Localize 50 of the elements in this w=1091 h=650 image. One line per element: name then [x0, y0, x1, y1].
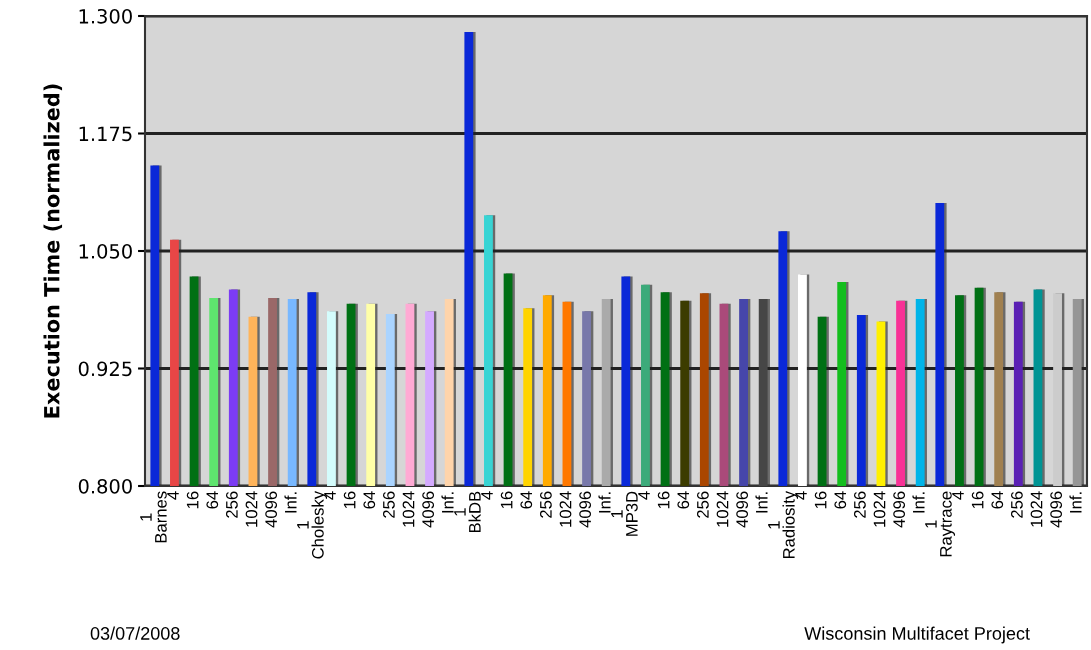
x-tick-label: 256 [1010, 491, 1023, 518]
x-tick-label: 4096 [893, 491, 906, 528]
x-tick-label: 256 [225, 491, 238, 518]
y-tick-label: 1.300 [79, 8, 132, 24]
y-axis-title: Execution Time (normalized) [43, 84, 63, 418]
x-tick-label: 64 [363, 491, 376, 509]
x-tick-label: 1 Barnes [140, 491, 167, 543]
x-tick-label: 64 [991, 491, 1004, 509]
y-tick-label: 0.925 [78, 361, 132, 377]
x-tick-label: 4 [481, 491, 493, 500]
x-tick-label: 64 [677, 491, 690, 509]
x-tick-label: 4096 [1050, 491, 1063, 528]
x-tick-label: 1 MP3D [611, 491, 638, 536]
x-tick-label: 1024 [1030, 491, 1043, 527]
x-tick-label: 64 [834, 491, 847, 509]
x-tick-label: 1024 [245, 491, 258, 527]
x-tick-label: 16 [343, 491, 356, 509]
x-tick-label: 256 [539, 491, 552, 518]
y-tick-label: 1.175 [79, 126, 132, 142]
y-tick-label: 0.800 [78, 478, 132, 494]
text: Wisconsin Multifacet Project [804, 626, 1030, 644]
y-tick-label: 1.050 [79, 243, 132, 259]
x-tick-label: 256 [696, 491, 709, 518]
x-tick-label: 1024 [873, 491, 886, 527]
x-tick-label: 4096 [736, 491, 749, 528]
x-tick-label: Inf. [1069, 492, 1082, 513]
x-tick-label: 16 [500, 491, 513, 509]
text: 03/07/2008 [90, 626, 180, 640]
x-tick-label: Inf. [755, 492, 768, 513]
x-tick-label: 4 [638, 491, 650, 500]
x-tick-label: Inf. [284, 492, 297, 513]
x-tick-label: 1024 [716, 491, 729, 527]
x-tick-label: 4 [167, 491, 179, 500]
x-tick-label: 64 [520, 491, 533, 509]
x-tick-label: 4096 [422, 491, 435, 528]
x-tick-label: Inf. [598, 492, 611, 513]
x-tick-label: Inf. [912, 492, 925, 513]
x-tick-label: 1024 [559, 491, 572, 527]
x-tick-label: 64 [206, 491, 219, 509]
x-tick-label: 1 BkDB [454, 491, 481, 533]
x-tick-label: 16 [186, 491, 199, 509]
x-tick-label: Inf. [441, 492, 454, 513]
x-tick-label: 4096 [579, 491, 592, 528]
x-tick-label: 1024 [402, 491, 415, 527]
x-tick-label: 256 [382, 491, 395, 518]
x-tick-label: 4096 [265, 491, 278, 528]
x-tick-label: 16 [657, 491, 670, 509]
x-tick-label: 256 [853, 491, 866, 518]
x-tick-label: 16 [814, 491, 827, 509]
x-tick-label: 16 [971, 491, 984, 509]
